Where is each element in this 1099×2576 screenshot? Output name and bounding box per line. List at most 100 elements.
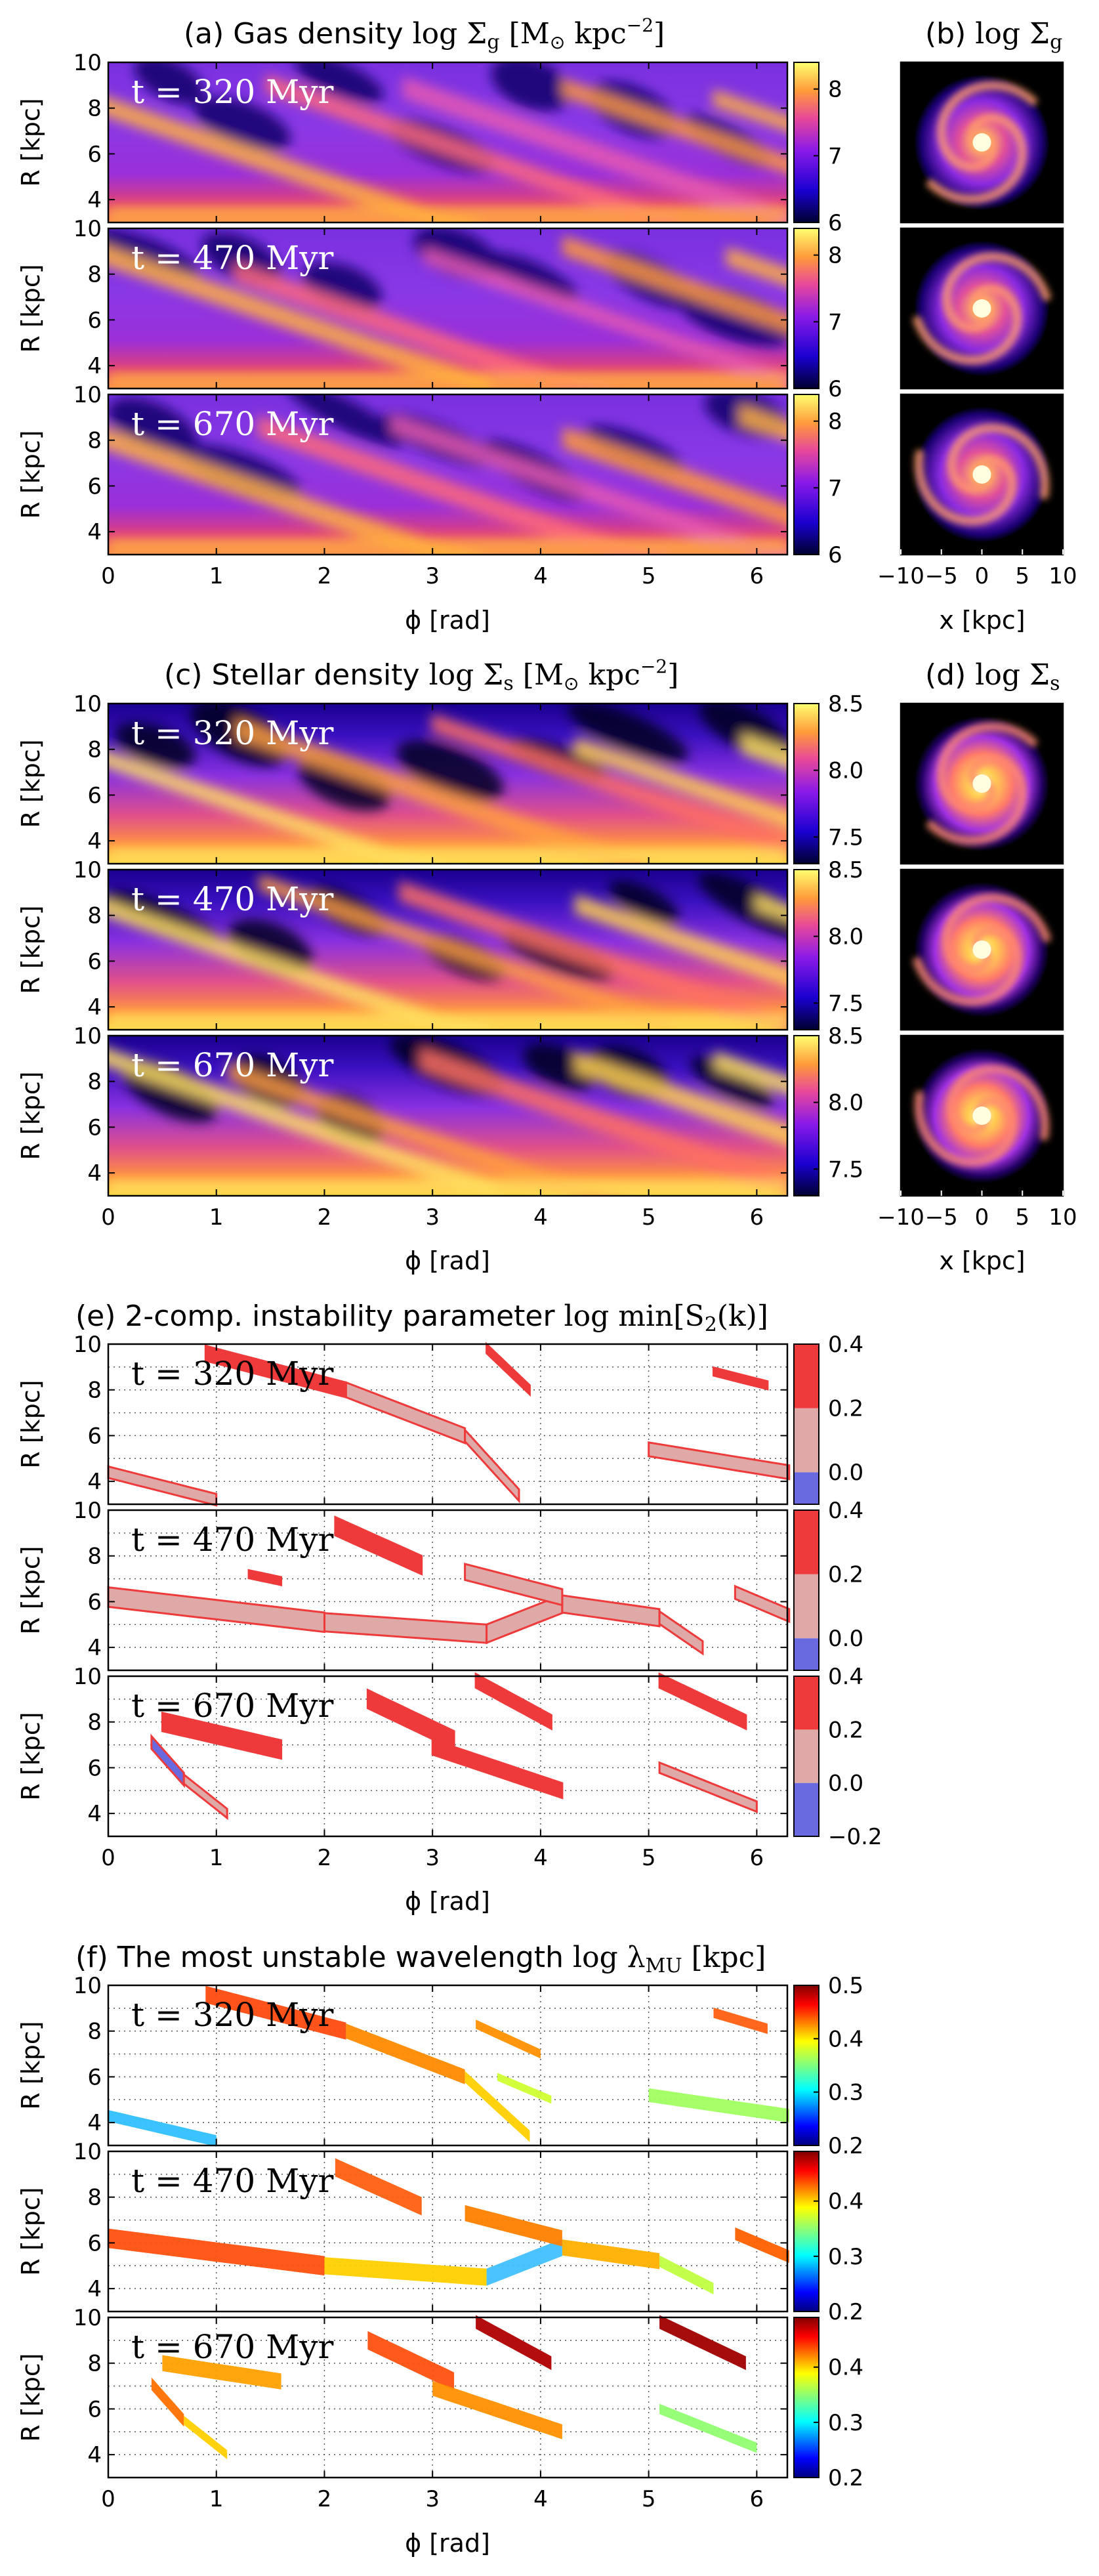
panel-e-cbar-tick-label: 0.4	[828, 1498, 863, 1524]
panel-a-arm	[257, 415, 661, 555]
panel-e-ytick-label: 10	[73, 1332, 102, 1358]
panel-c-void	[609, 880, 680, 923]
panel-c-title-pre: (c) Stellar density	[164, 658, 429, 692]
panel-e-time-label-1: t = 320 Myr	[131, 1355, 334, 1393]
panel-e-unstable-region	[734, 1584, 791, 1624]
panel-f-cbar-tick-label: 0.4	[828, 2189, 863, 2215]
panel-f-unstable-region	[335, 2158, 422, 2216]
panel-e-title-post: (k)]	[717, 1299, 768, 1333]
panel-a-cbar-tick-label: 6	[828, 210, 842, 236]
panel-d-title-pre: (d)	[925, 658, 975, 692]
panel-e-time-label-3: t = 670 Myr	[131, 1687, 334, 1725]
panel-c-ytick-label: 6	[87, 1114, 102, 1141]
panel-a-void	[108, 397, 197, 455]
panel-f-ylabel: R [kpc]	[16, 2353, 45, 2441]
panel-a-ytick-label: 6	[87, 307, 102, 333]
panel-e-cbar-tick-label: 0.0	[828, 1626, 863, 1652]
panel-e-cbar-segment	[794, 1344, 819, 1408]
panel-e-unstable-region	[150, 1733, 185, 1788]
panel-a-ytick-label: 8	[87, 262, 102, 288]
panel-e-title: (e) 2-comp. instability parameter log mi…	[75, 1299, 768, 1336]
panel-b-disk-3: −10 −5 0 5 10	[877, 393, 1077, 589]
panel-f-xtick-label: 4	[533, 2486, 548, 2512]
panel-f-frame-2	[107, 2150, 789, 2313]
panel-e-ytick-label: 10	[73, 1498, 102, 1524]
panel-b-disk-2	[900, 227, 1064, 390]
panel-a-map-body-2	[108, 228, 787, 389]
panel-e-xtick-label: 2	[318, 1845, 332, 1871]
panel-a-arm	[108, 245, 490, 389]
panel-c-ytick-label: 10	[73, 857, 102, 883]
panel-a-arm	[424, 247, 787, 389]
panel-a-void	[486, 252, 578, 302]
panel-e-unstable-region	[648, 1441, 791, 1481]
panel-a-cbar-tick-label: 8	[828, 409, 842, 435]
panel-b-xtick-label: 0	[975, 563, 989, 589]
panel-b-spiral-arm	[942, 252, 1051, 333]
panel-a-void	[194, 97, 291, 152]
panel-c-xtick-label: 0	[101, 1204, 115, 1231]
panel-f-ytick-label: 10	[73, 1973, 102, 1999]
panel-e-cbar-tick-label: 0.0	[828, 1771, 863, 1797]
panel-c-ylabel: R [kpc]	[16, 739, 45, 828]
panel-f-unstable-region	[151, 2377, 184, 2427]
panel-a-ytick-label: 4	[87, 519, 102, 545]
panel-e-unstable-region	[182, 1772, 228, 1821]
panel-e-cbar-segment	[794, 1676, 819, 1730]
panel-d-xtick-label: −5	[925, 1204, 958, 1231]
panel-c-ytick-label: 4	[87, 828, 102, 855]
panel-a-arm	[265, 74, 676, 222]
panel-d-disk-3: −10 −5 0 5 10	[877, 1034, 1077, 1231]
panel-d-disk-core	[972, 774, 991, 793]
panel-b-disk-1	[900, 61, 1064, 224]
panel-f-unstable-region	[713, 2008, 768, 2035]
panel-d: −10 −5 0 5 10	[877, 702, 1077, 1231]
panel-d-disk-1	[900, 702, 1064, 865]
panel-e-unstable-region	[474, 1672, 552, 1731]
panel-a-time-label-3: t = 670 Myr	[131, 405, 334, 443]
panel-a-arm	[234, 261, 602, 389]
panel-b-xlabel: x [kpc]	[939, 606, 1025, 635]
panel-a-ytick-label: 8	[87, 96, 102, 122]
panel-e-unstable-region	[344, 1381, 467, 1445]
panel-c-xtick-label: 3	[425, 1204, 440, 1231]
panel-f-colorbar-1	[793, 1985, 819, 2146]
panel-f-unstable-region	[108, 2228, 325, 2276]
panel-c-ylabel: R [kpc]	[16, 905, 45, 994]
panel-c-ylabel: R [kpc]	[16, 1071, 45, 1160]
panel-e-xtick-label: 1	[209, 1845, 224, 1871]
panel-c-cbar-tick-label: 8.5	[828, 691, 863, 717]
panel-c-xtick-label: 4	[533, 1204, 548, 1231]
panel-c-ytick-label: 8	[87, 737, 102, 763]
panel-e-unstable-region	[464, 1427, 520, 1504]
panel-a-inner-band	[108, 206, 787, 222]
panel-a-arm	[562, 235, 787, 333]
panel-e-ytick-label: 6	[87, 1423, 102, 1449]
panel-a-time-label-2: t = 470 Myr	[131, 239, 334, 277]
panel-e-ytick-label: 6	[87, 1589, 102, 1615]
panel-f-title-pre: (f) The most unstable wavelength	[75, 1941, 573, 1974]
panel-e-cbar-tick-label: 0.2	[828, 1562, 863, 1588]
panel-a-title-close: ]	[653, 17, 665, 51]
panel-f-map-3: 4 6 8 10 R [kpc] t = 670 Myr 0.4 0.3 0.2 0 1 2 3 4 5 6	[16, 2305, 863, 2512]
panel-a-xtick-label: 0	[101, 563, 115, 589]
panel-c-arm	[431, 713, 787, 855]
panel-b-title-math: log Σ	[975, 17, 1050, 51]
panel-c-cbar-tick-label: 8.5	[828, 857, 863, 883]
panel-a-arm	[739, 404, 787, 442]
panel-d-spiral-arm	[913, 925, 1022, 1006]
panel-d-spiral-arm	[926, 754, 1027, 845]
panel-e-unstable-region	[658, 1761, 758, 1813]
panel-d-xtick-label: 10	[1048, 1204, 1077, 1231]
panel-e-ylabel: R [kpc]	[16, 1546, 45, 1634]
panel-f-unstable-region	[659, 2403, 757, 2453]
panel-f-cbar-tick-label: 0.2	[828, 2465, 863, 2491]
panel-f-ytick-label: 6	[87, 2396, 102, 2422]
panel-a-ytick-label: 4	[87, 353, 102, 379]
panel-c-map-2: 4 6 8 10 R [kpc] t = 470 Myr 7.5 8.0 8.5	[16, 857, 863, 1031]
panel-e-cbar-segment	[794, 1729, 819, 1783]
panel-f-time-label-3: t = 670 Myr	[131, 2328, 334, 2366]
panel-e-map-3: 4 6 8 10 R [kpc] t = 670 Myr 0.4 0.2 0.0 −0.2 0 1 2 3…	[16, 1664, 882, 1871]
panel-c-cbar-tick-label: 7.5	[828, 990, 863, 1017]
